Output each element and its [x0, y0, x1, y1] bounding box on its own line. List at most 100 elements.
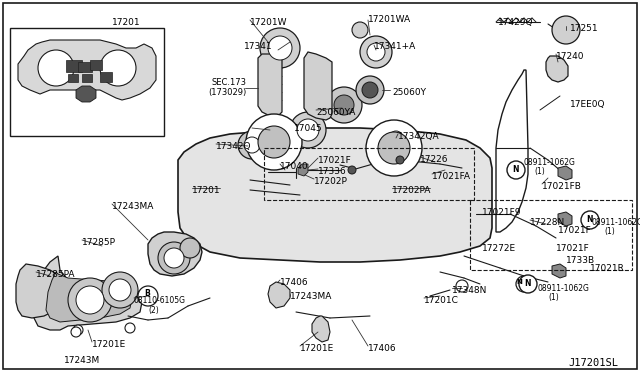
- Circle shape: [360, 36, 392, 68]
- Text: 17045: 17045: [294, 124, 323, 133]
- Polygon shape: [178, 128, 492, 262]
- Text: (173029): (173029): [208, 88, 246, 97]
- Polygon shape: [298, 164, 308, 176]
- Text: 17021F: 17021F: [558, 226, 592, 235]
- Text: 17243MA: 17243MA: [112, 202, 154, 211]
- Polygon shape: [312, 316, 330, 342]
- Text: 17251: 17251: [570, 24, 598, 33]
- Polygon shape: [546, 56, 568, 82]
- Text: 08911-1062G: 08911-1062G: [592, 218, 640, 227]
- Text: 17285P: 17285P: [82, 238, 116, 247]
- Text: 17EE0Q: 17EE0Q: [570, 100, 605, 109]
- Text: 25060YA: 25060YA: [316, 108, 355, 117]
- Circle shape: [366, 120, 422, 176]
- Text: SEC.173: SEC.173: [212, 78, 247, 87]
- Circle shape: [396, 156, 404, 164]
- Text: 17201E: 17201E: [92, 340, 126, 349]
- Polygon shape: [552, 264, 566, 278]
- Circle shape: [109, 279, 131, 301]
- Bar: [78, 62, 92, 72]
- Text: 17228N: 17228N: [530, 218, 565, 227]
- Bar: [10, 28, 164, 136]
- Text: N: N: [513, 166, 519, 174]
- Bar: [66, 60, 82, 72]
- Circle shape: [367, 43, 385, 61]
- Bar: [68, 74, 78, 82]
- Circle shape: [68, 278, 112, 322]
- Bar: [100, 72, 112, 82]
- Circle shape: [334, 95, 354, 115]
- Text: 17202P: 17202P: [314, 177, 348, 186]
- Text: 17201: 17201: [112, 18, 141, 27]
- Text: 17348N: 17348N: [452, 286, 488, 295]
- Text: 17336: 17336: [318, 167, 347, 176]
- Text: 17202PA: 17202PA: [392, 186, 431, 195]
- Circle shape: [326, 87, 362, 123]
- Polygon shape: [148, 232, 202, 276]
- Text: 17021F9: 17021F9: [482, 208, 522, 217]
- Text: 17272E: 17272E: [482, 244, 516, 253]
- Text: N: N: [586, 215, 593, 224]
- Polygon shape: [558, 166, 572, 180]
- Text: 17201C: 17201C: [424, 296, 459, 305]
- Circle shape: [384, 126, 408, 150]
- Circle shape: [158, 242, 190, 274]
- Circle shape: [516, 276, 532, 292]
- Text: 08911-1062G: 08911-1062G: [524, 158, 576, 167]
- Polygon shape: [76, 86, 96, 102]
- Text: 17341: 17341: [244, 42, 273, 51]
- Circle shape: [100, 50, 136, 86]
- Text: N: N: [516, 279, 522, 285]
- Text: 25060Y: 25060Y: [392, 88, 426, 97]
- Polygon shape: [16, 264, 70, 318]
- Text: 17040: 17040: [280, 162, 308, 171]
- Bar: [90, 60, 102, 70]
- Polygon shape: [46, 272, 132, 322]
- Bar: [264, 148, 474, 200]
- Text: 17240: 17240: [556, 52, 584, 61]
- Text: 08911-1062G: 08911-1062G: [538, 284, 590, 293]
- Circle shape: [260, 28, 300, 68]
- Text: 17021F: 17021F: [556, 244, 589, 253]
- Polygon shape: [496, 70, 528, 232]
- Circle shape: [268, 36, 292, 60]
- Text: 17406: 17406: [368, 344, 397, 353]
- Polygon shape: [34, 256, 142, 330]
- Text: 17285PA: 17285PA: [36, 270, 76, 279]
- Circle shape: [244, 137, 260, 153]
- Text: 17243MA: 17243MA: [290, 292, 332, 301]
- Text: 17243M: 17243M: [64, 356, 100, 365]
- Circle shape: [297, 119, 319, 141]
- Circle shape: [258, 126, 290, 158]
- Text: 17406: 17406: [280, 278, 308, 287]
- Circle shape: [519, 275, 537, 293]
- Text: 1733B: 1733B: [566, 256, 595, 265]
- Circle shape: [246, 114, 302, 170]
- Circle shape: [352, 22, 368, 38]
- Text: (1): (1): [534, 167, 545, 176]
- Text: N: N: [525, 279, 531, 289]
- Text: B: B: [145, 289, 150, 298]
- Circle shape: [362, 82, 378, 98]
- Circle shape: [138, 286, 158, 306]
- Polygon shape: [258, 54, 282, 116]
- Text: (1): (1): [604, 227, 615, 236]
- Circle shape: [507, 161, 525, 179]
- Text: 17201: 17201: [192, 186, 221, 195]
- Circle shape: [581, 211, 599, 229]
- Text: 17341+A: 17341+A: [374, 42, 416, 51]
- Circle shape: [290, 112, 326, 148]
- Polygon shape: [558, 212, 572, 226]
- Text: J17201SL: J17201SL: [568, 358, 618, 368]
- Bar: [82, 74, 92, 82]
- Text: 17201W: 17201W: [250, 18, 287, 27]
- Text: 17201E: 17201E: [300, 344, 334, 353]
- Circle shape: [348, 166, 356, 174]
- Polygon shape: [268, 282, 290, 308]
- Circle shape: [164, 248, 184, 268]
- Circle shape: [125, 323, 135, 333]
- Text: 17342Q: 17342Q: [216, 142, 252, 151]
- Circle shape: [180, 238, 200, 258]
- Text: 17226: 17226: [420, 155, 449, 164]
- Polygon shape: [18, 40, 156, 100]
